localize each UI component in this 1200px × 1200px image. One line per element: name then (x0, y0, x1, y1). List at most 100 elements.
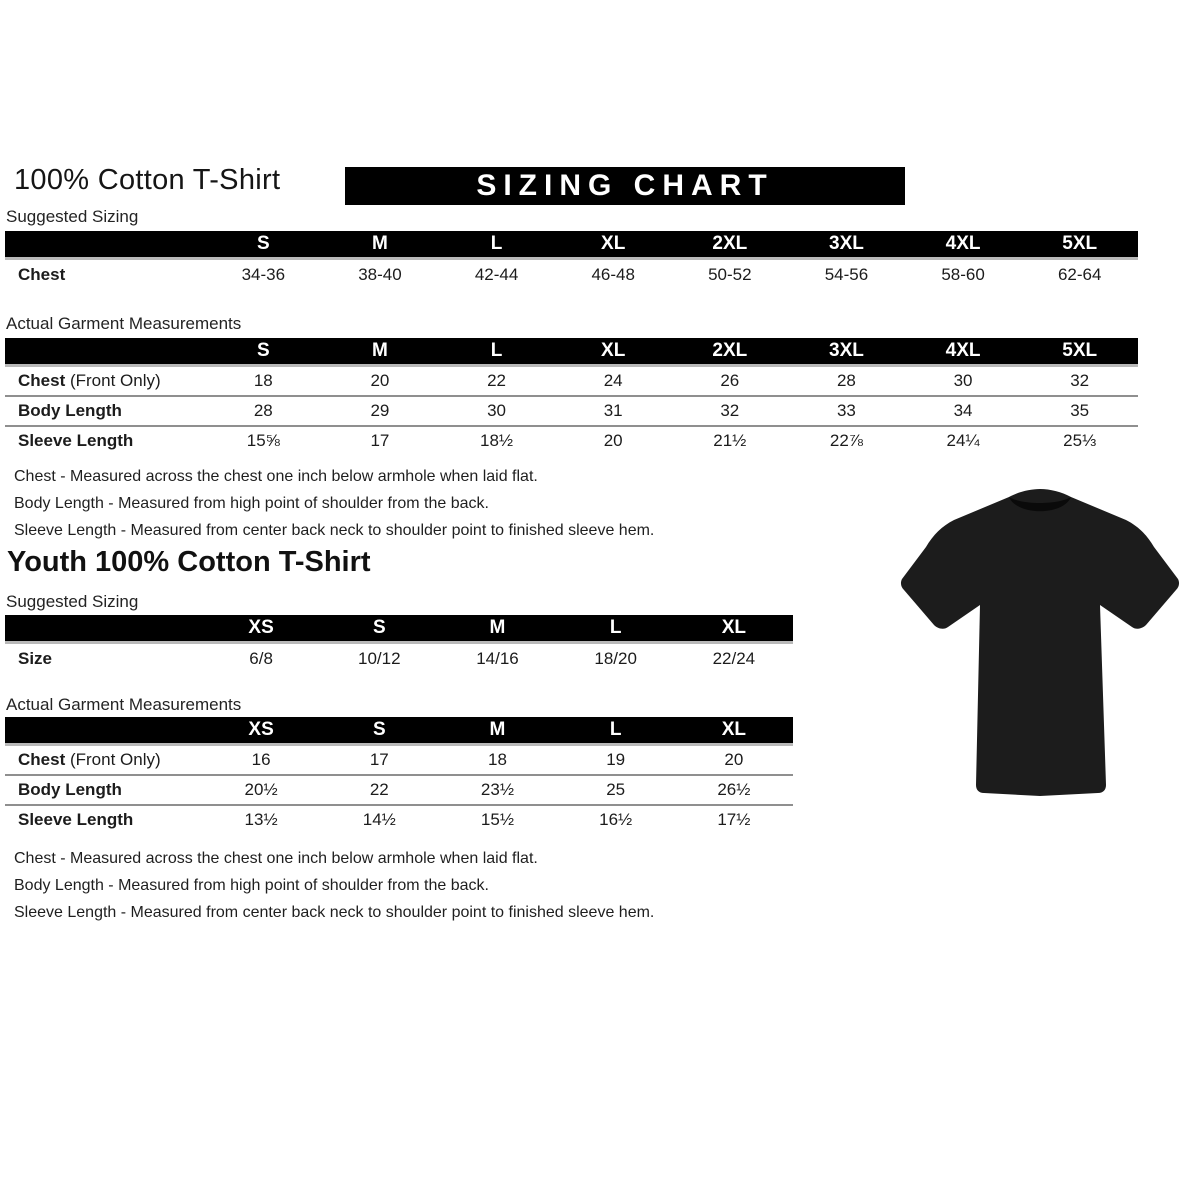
cell-value: 20 (674, 744, 793, 775)
table-row: Chest (Front Only) 18 20 22 24 26 28 30 … (5, 365, 1138, 396)
youth-section-title: Youth 100% Cotton T-Shirt (7, 546, 371, 578)
table-row: Chest (Front Only) 16 17 18 19 20 (5, 744, 793, 775)
empty-header-cell (5, 231, 205, 260)
table-header-row: S M L XL 2XL 3XL 4XL 5XL (5, 231, 1138, 260)
page-title: 100% Cotton T-Shirt (14, 164, 281, 196)
cell-value: 18½ (438, 425, 555, 455)
tshirt-svg (900, 489, 1180, 796)
size-column-header: L (556, 615, 675, 644)
cell-value: 24 (554, 365, 672, 396)
cell-value: 28 (205, 395, 322, 426)
size-column-header: S (320, 615, 439, 644)
table-row: Sleeve Length 15⅝ 17 18½ 20 21½ 22⅞ 24¼ … (5, 425, 1138, 455)
tshirt-body (900, 489, 1180, 796)
size-column-header: XL (554, 231, 672, 260)
cell-value: 58-60 (904, 258, 1022, 290)
cell-value: 16 (202, 744, 321, 775)
cell-value: 24¼ (904, 425, 1022, 455)
cell-value: 22⅞ (788, 425, 905, 455)
note-line: Body Length - Measured from high point o… (14, 877, 489, 894)
cell-value: 15⅝ (205, 425, 322, 455)
size-column-header: 3XL (788, 338, 905, 367)
cell-value: 28 (788, 365, 905, 396)
cell-value: 35 (1021, 395, 1138, 426)
row-label-text: Sleeve Length (18, 810, 134, 829)
row-label-text: Body Length (18, 780, 122, 799)
cell-value: 31 (554, 395, 672, 426)
row-label: Body Length (5, 774, 202, 805)
size-column-header: M (321, 231, 439, 260)
cell-value: 38-40 (321, 258, 439, 290)
adult-actual-table: S M L XL 2XL 3XL 4XL 5XL Chest (Front On… (5, 338, 1138, 455)
size-column-header: XS (202, 717, 321, 746)
size-column-header: S (320, 717, 439, 746)
size-column-header: 4XL (904, 338, 1022, 367)
note-line: Sleeve Length - Measured from center bac… (14, 904, 655, 921)
adult-measurement-notes: Chest - Measured across the chest one in… (14, 463, 654, 544)
row-label: Size (5, 642, 202, 674)
size-column-header: 5XL (1021, 231, 1138, 260)
note-line: Chest - Measured across the chest one in… (14, 850, 538, 867)
table-header-row: S M L XL 2XL 3XL 4XL 5XL (5, 338, 1138, 367)
row-label: Sleeve Length (5, 804, 202, 834)
cell-value: 21½ (671, 425, 789, 455)
row-label-text: Chest (18, 750, 66, 769)
row-label: Chest (Front Only) (5, 744, 202, 775)
size-column-header: M (438, 717, 557, 746)
sizing-chart-banner: SIZING CHART (345, 167, 905, 205)
tshirt-image (890, 476, 1190, 808)
table-header-row: XS S M L XL (5, 717, 793, 746)
note-line: Body Length - Measured from high point o… (14, 495, 489, 512)
row-label-text: Body Length (18, 401, 122, 420)
size-column-header: M (438, 615, 557, 644)
size-column-header: S (205, 231, 322, 260)
table-row: Chest 34-36 38-40 42-44 46-48 50-52 54-5… (5, 258, 1138, 290)
cell-value: 19 (556, 744, 675, 775)
cell-value: 22/24 (674, 642, 793, 674)
cell-value: 22 (438, 365, 555, 396)
size-column-header: L (556, 717, 675, 746)
youth-suggested-label: Suggested Sizing (6, 592, 139, 611)
cell-value: 30 (904, 365, 1022, 396)
cell-value: 14½ (320, 804, 439, 834)
size-column-header: XL (554, 338, 672, 367)
empty-header-cell (5, 717, 202, 746)
youth-actual-table: XS S M L XL Chest (Front Only) 16 17 18 … (5, 717, 793, 834)
size-column-header: 5XL (1021, 338, 1138, 367)
size-column-header: M (321, 338, 439, 367)
table-row: Sleeve Length 13½ 14½ 15½ 16½ 17½ (5, 804, 793, 834)
cell-value: 29 (321, 395, 439, 426)
table-row: Body Length 20½ 22 23½ 25 26½ (5, 774, 793, 805)
row-label-text: Size (18, 649, 53, 668)
cell-value: 14/16 (438, 642, 557, 674)
cell-value: 17 (321, 425, 439, 455)
cell-value: 23½ (438, 774, 557, 805)
cell-value: 20 (554, 425, 672, 455)
size-column-header: 2XL (671, 338, 789, 367)
empty-header-cell (5, 338, 205, 367)
cell-value: 20 (321, 365, 439, 396)
cell-value: 25 (556, 774, 675, 805)
row-label-text: Sleeve Length (18, 431, 134, 450)
cell-value: 10/12 (320, 642, 439, 674)
youth-suggested-table: XS S M L XL Size 6/8 10/12 14/16 18/20 2… (5, 615, 793, 674)
size-column-header: L (438, 338, 555, 367)
size-column-header: 2XL (671, 231, 789, 260)
row-label-text: Chest (18, 265, 66, 284)
cell-value: 32 (671, 395, 789, 426)
row-label-suffix: (Front Only) (65, 371, 161, 390)
cell-value: 26 (671, 365, 789, 396)
row-label-text: Chest (18, 371, 66, 390)
youth-actual-label: Actual Garment Measurements (6, 695, 242, 714)
size-column-header: XS (202, 615, 321, 644)
size-column-header: 3XL (788, 231, 905, 260)
cell-value: 18 (438, 744, 557, 775)
table-row: Size 6/8 10/12 14/16 18/20 22/24 (5, 642, 793, 674)
cell-value: 6/8 (202, 642, 321, 674)
cell-value: 16½ (556, 804, 675, 834)
cell-value: 33 (788, 395, 905, 426)
cell-value: 30 (438, 395, 555, 426)
size-column-header: XL (674, 717, 793, 746)
cell-value: 17½ (674, 804, 793, 834)
